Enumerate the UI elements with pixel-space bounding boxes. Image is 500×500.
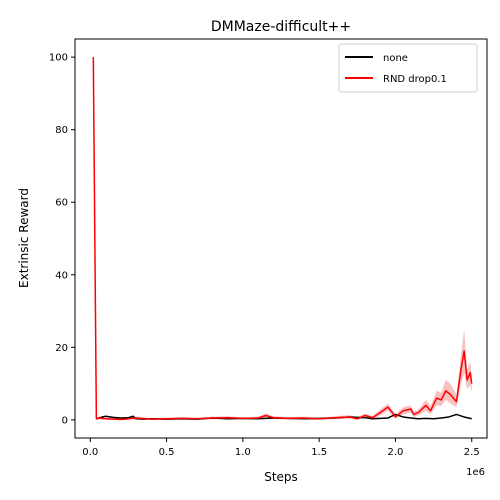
x-tick-label: 1.5: [311, 447, 327, 458]
x-axis-label: Steps: [264, 470, 298, 484]
plot-frame: [74, 38, 488, 439]
y-tick-label: 0: [62, 415, 68, 426]
y-tick-label: 40: [55, 270, 68, 281]
y-tick-label: 60: [55, 198, 68, 209]
x-tick-label: 2.5: [464, 447, 480, 458]
y-tick-label: 100: [49, 53, 68, 64]
y-tick-label: 80: [55, 125, 68, 136]
y-axis-label: Extrinsic Reward: [17, 188, 31, 288]
x-tick-label: 0.5: [159, 447, 175, 458]
legend: none RND drop0.1: [338, 43, 478, 93]
legend-entry-rnd: RND drop0.1: [383, 74, 447, 85]
legend-entry-none: none: [383, 53, 408, 64]
chart-title: DMMaze-difficult++: [211, 19, 351, 35]
x-tick-label: 1.0: [235, 447, 251, 458]
y-tick-label: 20: [55, 343, 68, 354]
x-offset-label: 1e6: [466, 467, 485, 478]
x-tick-label: 0.0: [82, 447, 98, 458]
x-tick-label: 2.0: [387, 447, 403, 458]
series-line-1: [92, 57, 473, 421]
